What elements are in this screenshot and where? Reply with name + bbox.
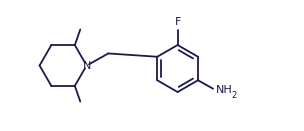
Text: NH: NH <box>216 85 232 95</box>
Text: N: N <box>82 61 91 70</box>
Text: F: F <box>174 17 181 27</box>
Text: 2: 2 <box>231 91 237 100</box>
